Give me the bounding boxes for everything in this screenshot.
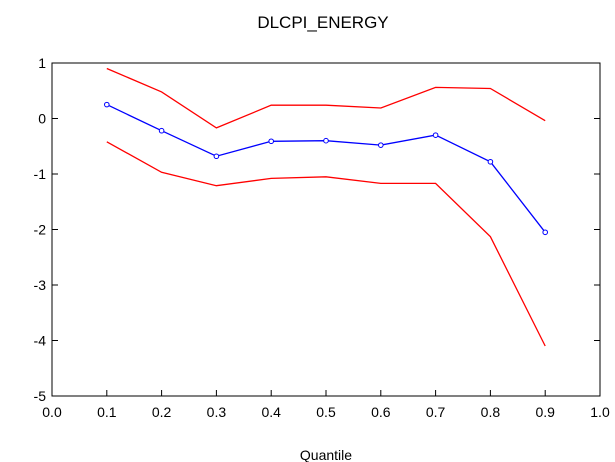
x-axis-label: Quantile — [300, 447, 352, 462]
x-tick-label: 0.1 — [97, 404, 117, 420]
y-tick-label: 1 — [38, 55, 46, 71]
data-point — [104, 101, 110, 108]
x-tick-label: 0.5 — [316, 404, 336, 420]
x-tick-label: 0.0 — [42, 404, 62, 420]
series-line-1 — [106, 67, 546, 129]
data-point — [323, 137, 329, 144]
y-tick-label: -2 — [34, 222, 47, 238]
x-tick-label: 0.2 — [152, 404, 172, 420]
y-tick-label: -3 — [34, 277, 47, 293]
chart-title: DLCPI_ENERGY — [257, 13, 388, 32]
y-tick-label: -4 — [34, 333, 47, 349]
series-line-0 — [106, 104, 546, 233]
data-point — [213, 153, 220, 160]
plot-frame — [51, 62, 601, 397]
series-layer — [104, 67, 549, 347]
x-tick-label: 0.7 — [426, 404, 446, 420]
x-tick-label: 0.6 — [371, 404, 391, 420]
data-point — [378, 142, 384, 148]
x-axis: 0.0 0.1 0.2 0.3 0.4 0.5 0.6 0.7 0.8 0.9 1.0 — [42, 390, 610, 420]
data-point — [542, 229, 549, 236]
x-tick-label: 1.0 — [590, 404, 610, 420]
y-tick-label: -1 — [34, 166, 47, 182]
data-point — [158, 127, 165, 134]
y-tick-label: 0 — [38, 111, 46, 127]
x-tick-label: 0.9 — [535, 404, 555, 420]
data-point — [432, 132, 439, 138]
x-tick-label: 0.3 — [207, 404, 227, 420]
data-point — [268, 138, 275, 145]
y-tick-label: -5 — [34, 388, 47, 404]
y-axis: 1 0 -1 -2 -3 -4 -5 — [34, 55, 600, 404]
series-line-2 — [106, 141, 546, 347]
x-tick-label: 0.8 — [481, 404, 501, 420]
x-tick-label: 0.4 — [261, 404, 281, 420]
data-point — [487, 158, 494, 165]
